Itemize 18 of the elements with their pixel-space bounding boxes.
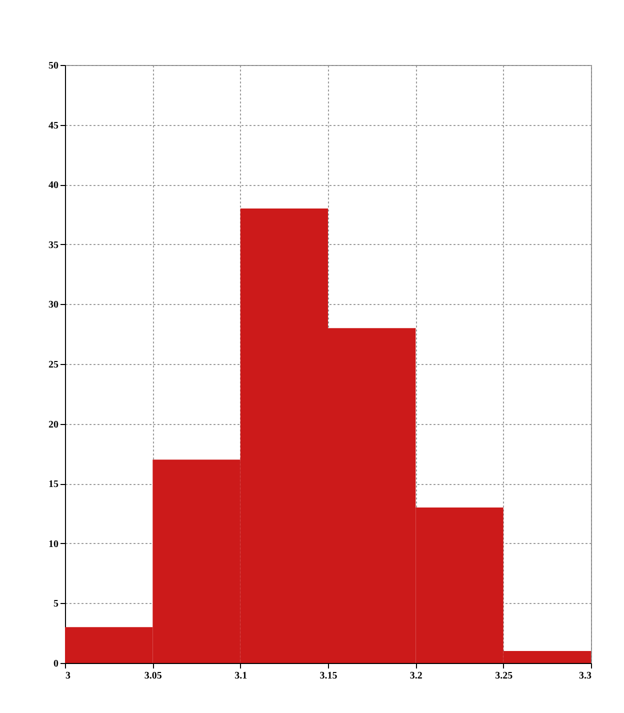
y-tick-label: 35	[48, 240, 58, 251]
y-tick-label: 10	[48, 538, 58, 550]
x-tick-label: 3.2	[410, 670, 422, 682]
x-tick-label: 3.05	[144, 670, 162, 682]
x-tick-label: 3.25	[495, 670, 513, 682]
x-tick-label: 3.3	[579, 670, 592, 682]
y-tick-label: 15	[48, 479, 58, 490]
y-tick-label: 25	[48, 360, 58, 370]
y-tick-label: 50	[48, 60, 58, 72]
y-tick-label: 0	[54, 658, 58, 670]
x-tick-label: 3.1	[234, 670, 248, 682]
y-tick-label: 5	[54, 598, 58, 610]
x-tick-label: 3	[66, 670, 70, 682]
y-tick-label: 45	[48, 120, 58, 132]
y-tick-label: 20	[48, 419, 58, 430]
y-tick-label: 40	[48, 180, 58, 192]
x-tick-label: 3.15	[320, 670, 338, 682]
y-tick-label: 30	[48, 300, 58, 311]
